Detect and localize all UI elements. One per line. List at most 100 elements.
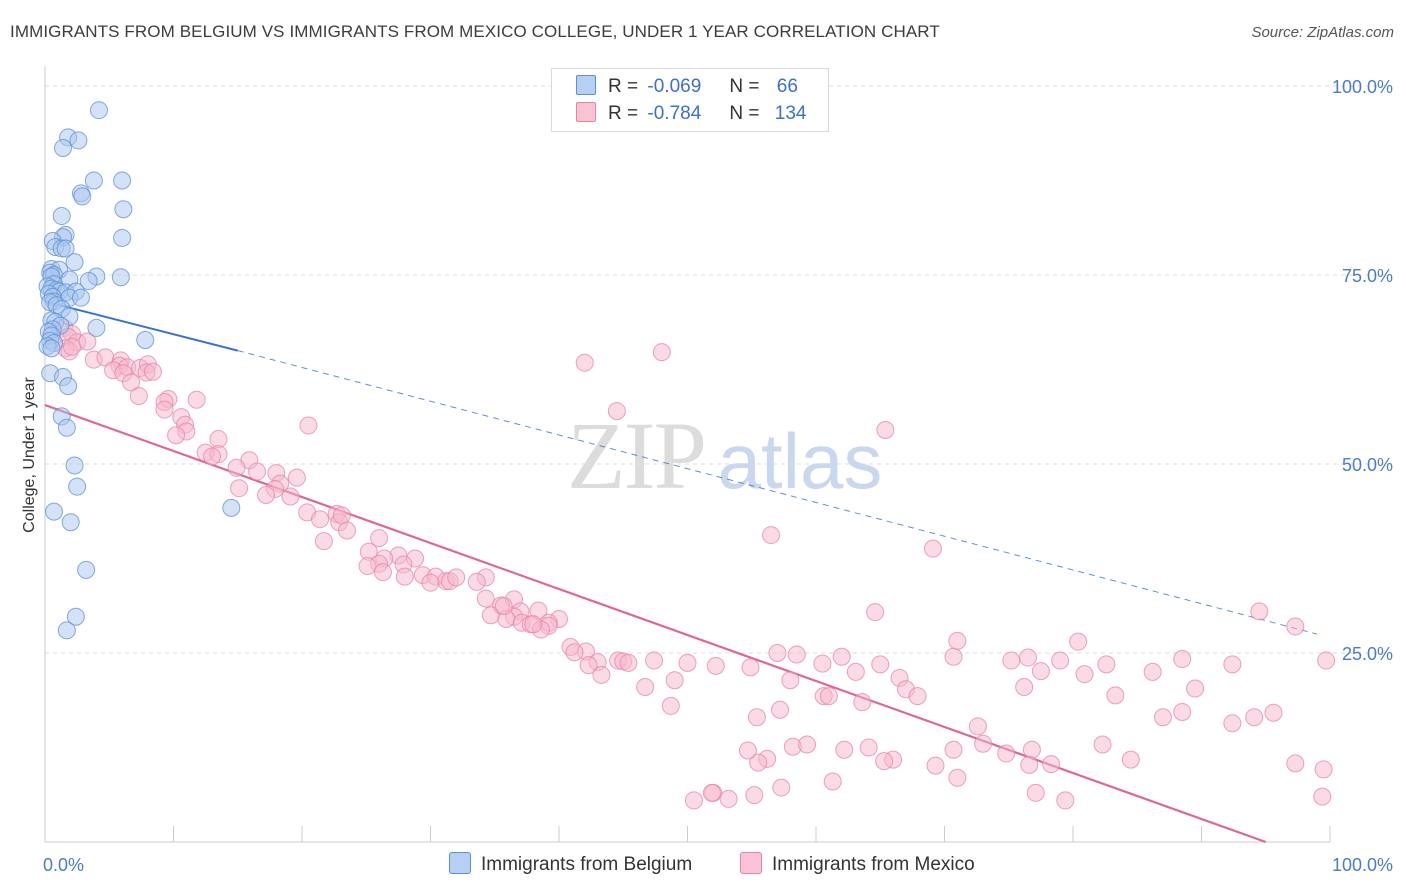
mexico-point [257,485,276,504]
legend-n-value-mexico: 134 [774,103,807,124]
mexico-point [1093,735,1112,754]
mexico-point [1056,791,1075,810]
mexico-point [1106,686,1125,705]
mexico-point [1022,740,1041,759]
legend-r-label: R = [608,103,639,124]
mexico-point [1020,755,1039,774]
mexico-point [299,416,318,435]
mexico-point [832,647,851,666]
mexico-point [607,402,626,421]
bottom-legend-mexico-label: Immigrants from Mexico [772,854,975,875]
belgium-point [89,101,108,120]
mexico-point [661,696,680,715]
mexico-point [62,337,81,356]
belgium-point [65,253,84,272]
mexico-point [819,687,838,706]
mexico-point [1173,702,1192,721]
mexico-point [749,753,768,772]
y-tick-label-75: 75.0% [1342,266,1393,286]
mexico-point [155,400,174,419]
mexico-point [741,658,760,677]
mexico-point [926,756,945,775]
mexico-point [122,373,141,392]
mexico-point [575,353,594,372]
mexico-point [923,539,942,558]
mexico-point [373,563,392,582]
belgium-point [71,288,90,307]
mexico-point [706,656,725,675]
mexico-point [230,479,249,498]
belgium-point [222,498,241,517]
mexico-point [997,744,1016,763]
mexico-point [738,741,757,760]
mexico-point [227,458,246,477]
mexico-point [203,447,222,466]
belgium-point [84,171,103,190]
mexico-point [129,386,148,405]
belgium-trend-line [44,300,238,352]
mexico-point [370,529,389,548]
belgium-point [59,377,78,396]
belgium-point [52,207,71,226]
mexico-point [875,752,894,771]
mexico-point [209,430,228,449]
mexico-point [771,700,790,719]
y-tick-label-25: 25.0% [1342,644,1393,664]
mexico-point [876,420,895,439]
mexico-point [944,647,963,666]
belgium-point [65,456,84,475]
tick-labels: 100.0% 75.0% 50.0% 25.0% 0.0% 100.0% [43,77,1393,875]
mexico-point [1314,760,1333,779]
mexico-point [948,768,967,787]
belgium-point [57,621,76,640]
mexico-point [1286,754,1305,773]
y-tick-label-50: 50.0% [1342,455,1393,475]
mexico-point [948,631,967,650]
mexico-point [187,390,206,409]
belgium-point [87,318,106,337]
mexico-point [762,526,781,545]
mexico-point [813,654,832,673]
mexico-point [853,693,872,712]
mexico-point [1173,650,1192,669]
mexico-point [248,462,267,481]
bottom-legend-mexico: Immigrants from Mexico [740,852,975,876]
legend-r-value-mexico: -0.784 [647,103,702,124]
mexico-point [1026,783,1045,802]
belgium-point [68,477,87,496]
belgium-point [53,138,72,157]
mexico-point [772,778,791,797]
legend-row-mexico: R = -0.784 N = 134 [576,102,806,126]
mexico-point [1019,648,1038,667]
mexico-point [768,644,787,662]
mexico-point [798,735,817,754]
legend-n-label: N = [729,103,760,124]
mexico-point [358,557,377,576]
belgium-point [66,607,85,626]
mexico-point [579,656,598,675]
mexico-point [1143,662,1162,681]
mexico-point [1286,617,1305,636]
mexico-point [1069,632,1088,651]
belgium-swatch [576,75,596,95]
mexico-point [1031,662,1050,681]
source-label: Source: ZipAtlas.com [1251,24,1394,41]
mexico-point [1075,665,1094,684]
mexico-point [314,532,333,551]
mexico-point [494,597,513,616]
mexico-point [395,567,414,586]
watermark-atlas: atlas [718,417,883,505]
y-tick-label-100: 100.0% [1332,77,1393,97]
mexico-point [421,573,440,592]
legend-n-value-belgium: 66 [776,76,798,97]
mexico-point [1097,655,1116,674]
mexico-point [1223,714,1242,733]
mexico-point [1223,655,1242,674]
mexico-point [310,510,329,529]
mexico-point [167,426,186,445]
mexico-point [1250,602,1269,621]
mexico-point [1186,679,1205,698]
bottom-legend-belgium-label: Immigrants from Belgium [481,854,693,875]
chart-title: IMMIGRANTS FROM BELGIUM VS IMMIGRANTS FR… [10,22,940,41]
